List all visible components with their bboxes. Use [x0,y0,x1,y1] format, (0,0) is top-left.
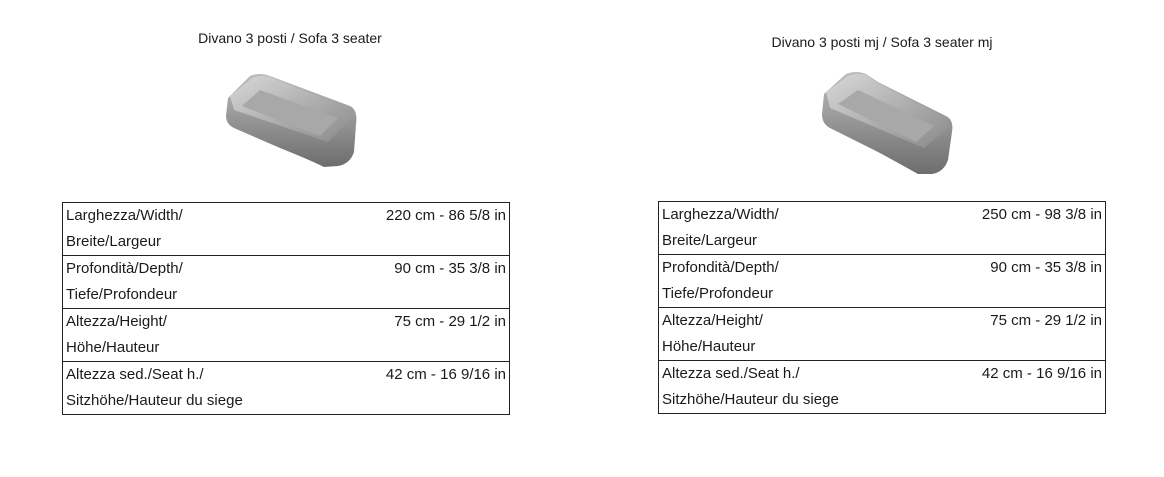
dimensions-table: Larghezza/Width/Breite/Largeur 250 cm - 9… [657,201,1106,414]
dimension-label: Altezza/Height/ [66,313,167,330]
dimension-label: Sitzhöhe/Hauteur du siege [66,392,243,409]
table-row: Profondità/Depth/Tiefe/Profondeur 90 cm -… [61,255,510,309]
table-row: Altezza/Height/Höhe/Hauteur 75 cm - 29 1/… [657,307,1106,361]
dimension-value: 42 cm - 16 9/16 in [326,361,510,415]
dimension-value: 75 cm - 29 1/2 in [922,307,1106,361]
sofa-image [226,74,357,167]
dimension-label: Altezza sed./Seat h./ [662,365,800,382]
dimension-value: 220 cm - 86 5/8 in [326,202,510,256]
dimension-label: Tiefe/Profondeur [66,286,178,303]
dimension-value: 250 cm - 98 3/8 in [922,201,1106,255]
table-row: Altezza/Height/Höhe/Hauteur 75 cm - 29 1/… [61,308,510,362]
dimension-label: Tiefe/Profondeur [662,285,774,302]
dimension-label: Sitzhöhe/Hauteur du siege [662,391,839,408]
dimension-label: Breite/Largeur [66,233,162,250]
sofa-image [822,72,953,174]
dimension-value: 75 cm - 29 1/2 in [326,308,510,362]
table-row: Larghezza/Width/Breite/Largeur 220 cm - 8… [61,202,510,256]
table-row: Larghezza/Width/Breite/Largeur 250 cm - 9… [657,201,1106,255]
dimension-value: 42 cm - 16 9/16 in [922,360,1106,414]
dimension-label: Larghezza/Width/ [662,206,779,223]
product-title: Divano 3 posti / Sofa 3 seater [198,30,382,46]
dimension-label: Höhe/Hauteur [662,338,756,355]
table-row: Profondità/Depth/Tiefe/Profondeur 90 cm -… [657,254,1106,308]
table-row: Altezza sed./Seat h./ Sitzhöhe/Hauteur du… [657,360,1106,414]
dimension-label: Breite/Largeur [662,232,758,249]
dimension-label: Altezza sed./Seat h./ [66,366,204,383]
dimension-label: Höhe/Hauteur [66,339,160,356]
table-row: Altezza sed./Seat h./ Sitzhöhe/Hauteur du… [61,361,510,415]
dimension-label: Larghezza/Width/ [66,207,183,224]
product-title: Divano 3 posti mj / Sofa 3 seater mj [771,34,993,50]
dimension-value: 90 cm - 35 3/8 in [922,254,1106,308]
dimensions-table: Larghezza/Width/Breite/Largeur 220 cm - 8… [61,202,510,415]
dimension-label: Profondità/Depth/ [66,260,183,277]
dimension-value: 90 cm - 35 3/8 in [326,255,510,309]
dimension-label: Altezza/Height/ [662,312,763,329]
dimension-label: Profondità/Depth/ [662,259,779,276]
